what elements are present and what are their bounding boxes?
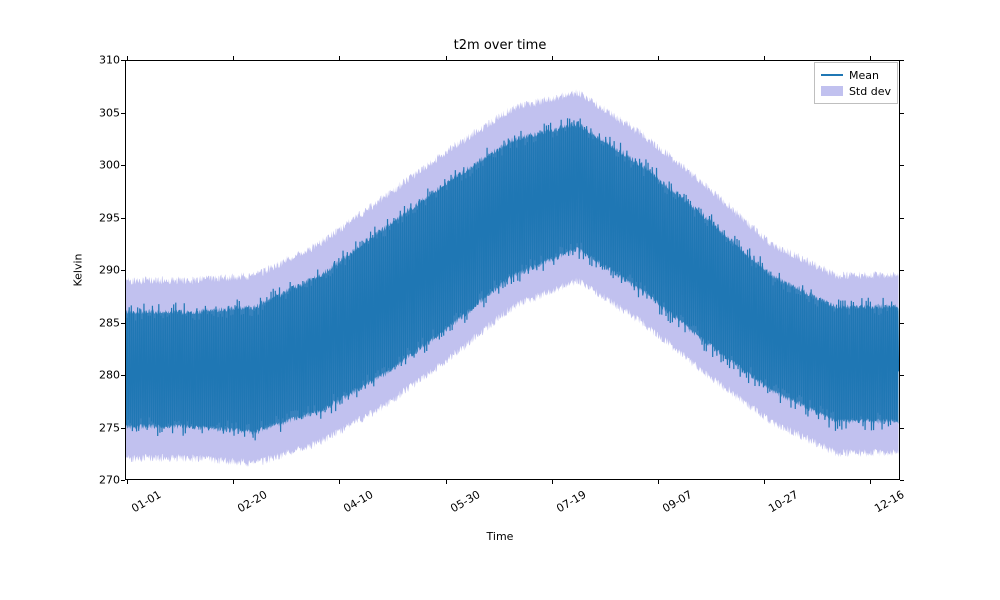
ytick-label: 290 [80,264,120,277]
xtick-label: 05-30 [448,488,482,515]
ytick-label: 280 [80,369,120,382]
legend-label: Mean [849,69,879,82]
xtick-label: 04-10 [342,488,376,515]
plot-svg [126,61,899,479]
legend-item-mean: Mean [821,67,891,83]
ytick-label: 300 [80,159,120,172]
legend-label: Std dev [849,85,891,98]
ytick-label: 305 [80,106,120,119]
ytick-label: 275 [80,421,120,434]
legend: Mean Std dev [814,62,898,104]
ytick-label: 295 [80,211,120,224]
xtick-label: 02-20 [236,488,270,515]
chart-title: t2m over time [0,38,1000,53]
xtick-label: 10-27 [766,488,800,515]
legend-item-stddev: Std dev [821,83,891,99]
ytick-label: 310 [80,54,120,67]
y-axis-label: Kelvin [72,253,85,286]
legend-swatch-patch [821,86,843,96]
x-axis-label: Time [0,530,1000,543]
ytick-label: 285 [80,316,120,329]
plot-area [125,60,900,480]
xtick-label: 12-16 [873,488,907,515]
legend-swatch-line [821,74,843,76]
xtick-label: 01-01 [129,488,163,515]
xtick-label: 09-07 [660,488,694,515]
figure: t2m over time 270 275 280 285 290 295 300 305 31… [0,0,1000,600]
xtick-label: 07-19 [554,488,588,515]
ytick-label: 270 [80,474,120,487]
